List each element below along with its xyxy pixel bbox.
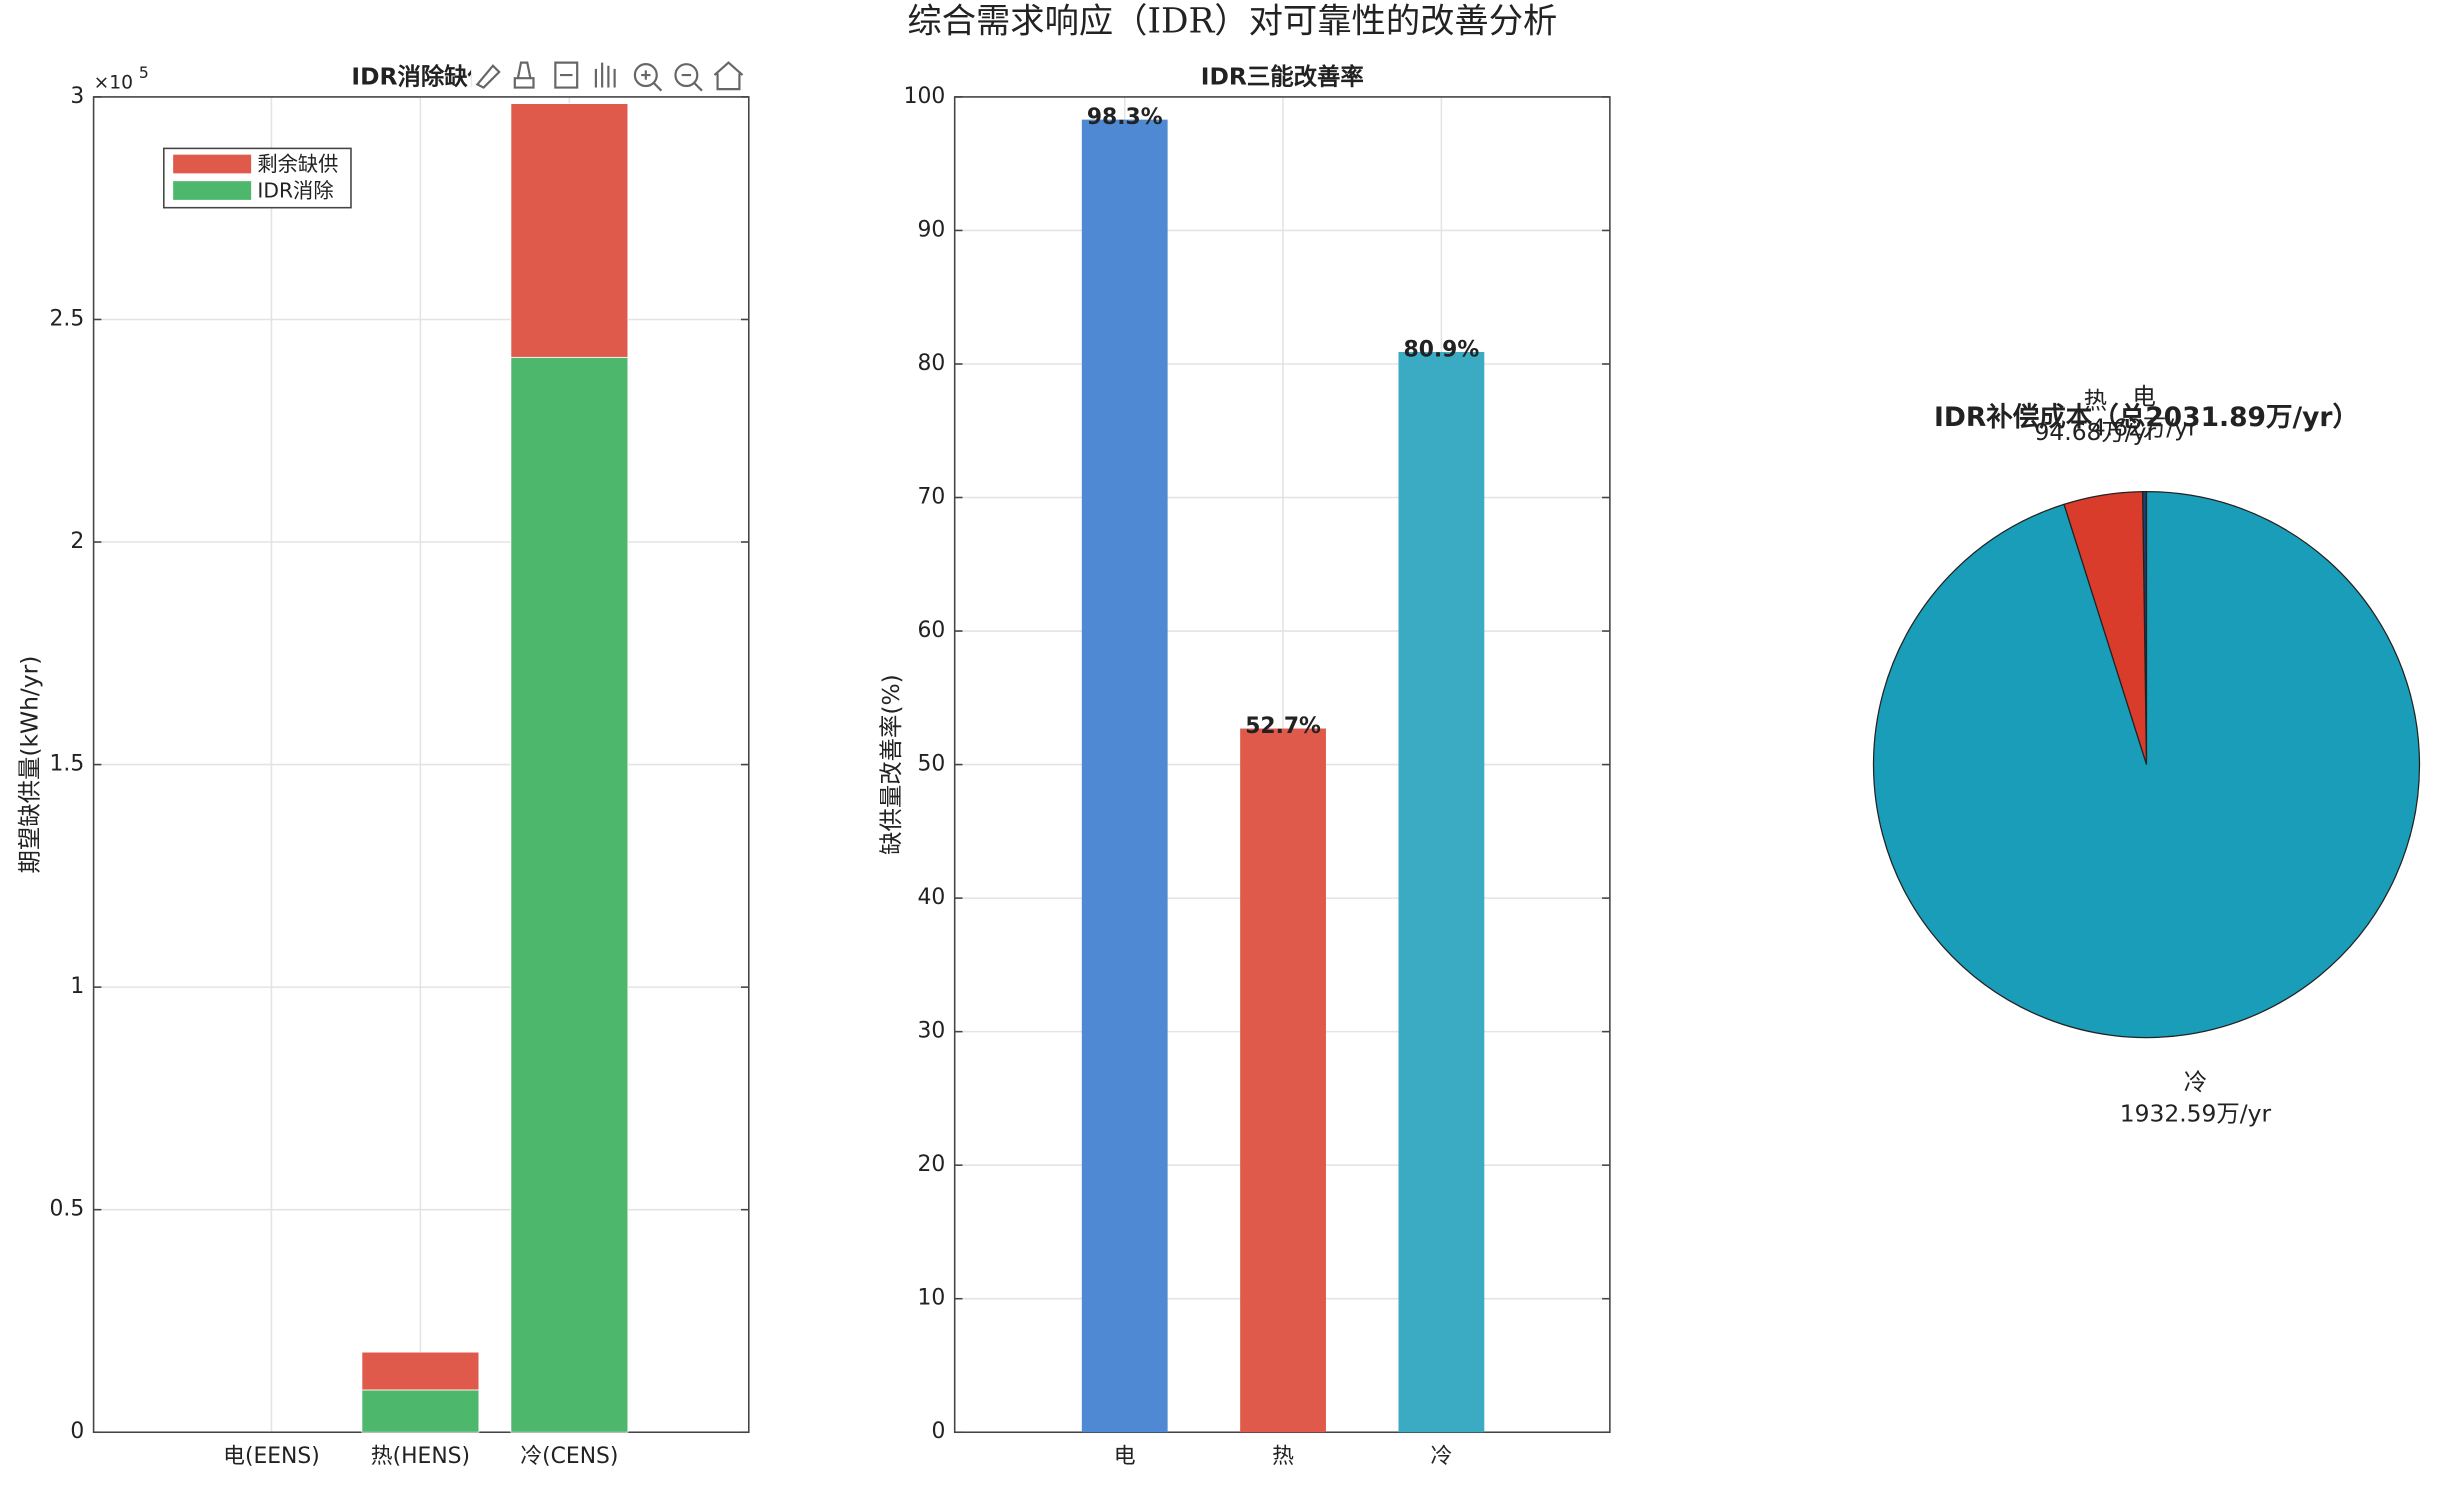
y-tick-label: 50 bbox=[918, 752, 946, 777]
value-label: 80.9% bbox=[1404, 337, 1480, 362]
y-multiplier-power: 5 bbox=[139, 64, 149, 82]
x-tick-label: 冷 bbox=[1430, 1444, 1452, 1469]
toolbar-button[interactable] bbox=[554, 61, 579, 89]
y-tick-label: 90 bbox=[918, 217, 946, 242]
y-axis-label: 期望缺供量(kWh/yr) bbox=[16, 656, 44, 874]
bar-segment bbox=[510, 103, 629, 358]
slice-label: 热 bbox=[2084, 387, 2107, 415]
toolbar-button[interactable] bbox=[513, 61, 535, 89]
bar bbox=[1081, 119, 1168, 1433]
chart-title: IDR消除缺供 bbox=[351, 63, 491, 91]
legend-label: 剩余缺供 bbox=[257, 152, 338, 176]
slice-value: 94.68万/yr bbox=[2035, 418, 2157, 446]
y-tick-label: 0 bbox=[931, 1419, 945, 1444]
y-tick-label: 2 bbox=[70, 529, 84, 554]
slice-value: 1932.59万/yr bbox=[2120, 1099, 2272, 1127]
y-tick-label: 40 bbox=[918, 885, 946, 910]
y-axis-label: 缺供量改善率(%) bbox=[877, 674, 905, 855]
legend-swatch bbox=[173, 154, 252, 174]
y-tick-label: 0.5 bbox=[50, 1197, 85, 1222]
chart-title: IDR补偿成本（总2031.89万/yr） bbox=[1934, 402, 2359, 433]
y-tick-label: 10 bbox=[918, 1286, 946, 1311]
toolbar-button[interactable] bbox=[475, 64, 501, 89]
y-tick-label: 60 bbox=[918, 618, 946, 643]
y-tick-label: 3 bbox=[70, 84, 84, 109]
bar bbox=[1240, 728, 1326, 1433]
y-tick-label: 1 bbox=[70, 974, 84, 999]
y-tick-label: 0 bbox=[70, 1419, 84, 1444]
value-label: 98.3% bbox=[1087, 105, 1163, 130]
toolbar-button[interactable] bbox=[713, 61, 744, 91]
toolbar-button[interactable] bbox=[674, 63, 703, 92]
y-tick-label: 1.5 bbox=[50, 752, 85, 777]
slice-value: 4.62万/yr bbox=[2091, 414, 2198, 442]
x-tick-label: 冷(CENS) bbox=[520, 1444, 618, 1469]
y-tick-label: 70 bbox=[918, 485, 946, 510]
slice-label: 电 bbox=[2133, 382, 2156, 410]
y-tick-label: 2.5 bbox=[50, 306, 85, 331]
x-tick-label: 热(HENS) bbox=[371, 1444, 470, 1469]
toolbar-button[interactable] bbox=[594, 62, 616, 88]
y-tick-label: 100 bbox=[904, 84, 946, 109]
figure-title: 综合需求响应（IDR）对可靠性的改善分析 bbox=[907, 2, 1557, 42]
legend-swatch bbox=[173, 181, 252, 200]
y-tick-label: 30 bbox=[918, 1019, 946, 1044]
value-label: 52.7% bbox=[1245, 714, 1321, 739]
x-tick-label: 热 bbox=[1272, 1444, 1294, 1469]
y-multiplier: ×10 bbox=[94, 72, 133, 93]
axes-toolbar bbox=[471, 56, 746, 94]
toolbar-button[interactable] bbox=[633, 63, 663, 92]
x-tick-label: 电 bbox=[1114, 1444, 1136, 1469]
bar-segment bbox=[361, 1389, 480, 1433]
pie-slice bbox=[1872, 490, 2421, 1039]
y-tick-label: 80 bbox=[918, 351, 946, 376]
bar-segment bbox=[510, 356, 629, 1433]
bar bbox=[1398, 351, 1485, 1433]
legend-label: IDR消除 bbox=[257, 179, 333, 203]
slice-label: 冷 bbox=[2184, 1068, 2207, 1096]
bar-segment bbox=[361, 1351, 480, 1391]
x-tick-label: 电(EENS) bbox=[223, 1444, 320, 1469]
y-tick-label: 20 bbox=[918, 1152, 946, 1177]
chart-title: IDR三能改善率 bbox=[1201, 63, 1364, 91]
